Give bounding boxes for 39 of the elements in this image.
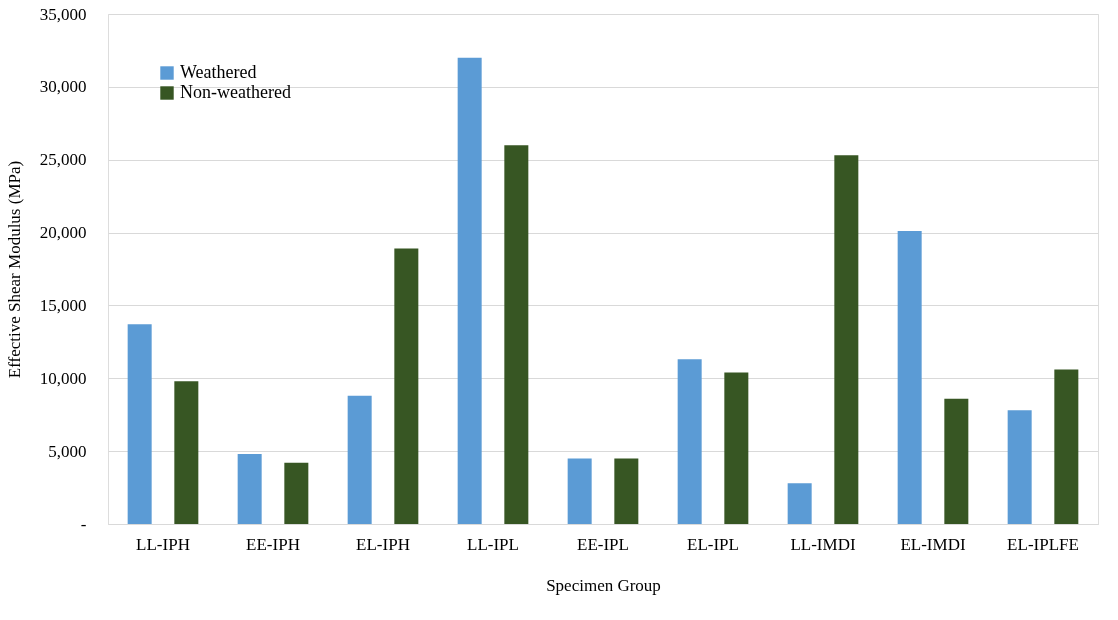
y-tick-label: - — [80, 514, 87, 534]
bar — [897, 231, 922, 524]
x-tick-label: LL-IMDI — [790, 534, 856, 554]
y-tick-label: 10,000 — [39, 368, 87, 388]
x-tick-label: EL-IMDI — [900, 534, 966, 554]
bar — [724, 372, 749, 524]
legend-label: Weathered — [180, 62, 257, 82]
x-tick-label: EE-IPL — [577, 534, 629, 554]
y-axis-title: Effective Shear Modulus (MPa) — [4, 160, 24, 379]
x-tick-label: EL-IPLFE — [1007, 534, 1079, 554]
bar — [787, 483, 812, 524]
bar — [614, 458, 639, 524]
bar — [834, 155, 859, 524]
legend-label: Non-weathered — [180, 82, 291, 102]
x-tick-label: EE-IPH — [246, 534, 300, 554]
x-axis-title: Specimen Group — [546, 575, 661, 595]
y-tick-label: 20,000 — [39, 223, 87, 243]
bar — [457, 57, 482, 524]
bar — [944, 398, 969, 524]
bar — [237, 454, 262, 524]
bar — [284, 462, 309, 524]
bar — [394, 248, 419, 524]
y-tick-label: 35,000 — [39, 4, 87, 24]
x-tick-label: LL-IPH — [136, 534, 190, 554]
y-tick-label: 30,000 — [39, 77, 87, 97]
bar — [347, 395, 372, 524]
x-tick-label: LL-IPL — [467, 534, 519, 554]
bar — [1054, 369, 1079, 524]
y-tick-label: 25,000 — [39, 150, 87, 170]
bar — [127, 324, 152, 524]
bar — [1007, 410, 1032, 524]
bar — [504, 145, 529, 524]
y-tick-label: 5,000 — [48, 441, 87, 461]
bar — [174, 381, 199, 524]
bar — [677, 359, 702, 524]
x-tick-label: EL-IPL — [687, 534, 739, 554]
y-tick-label: 15,000 — [39, 295, 87, 315]
x-tick-label: EL-IPH — [356, 534, 410, 554]
bar — [567, 458, 592, 524]
